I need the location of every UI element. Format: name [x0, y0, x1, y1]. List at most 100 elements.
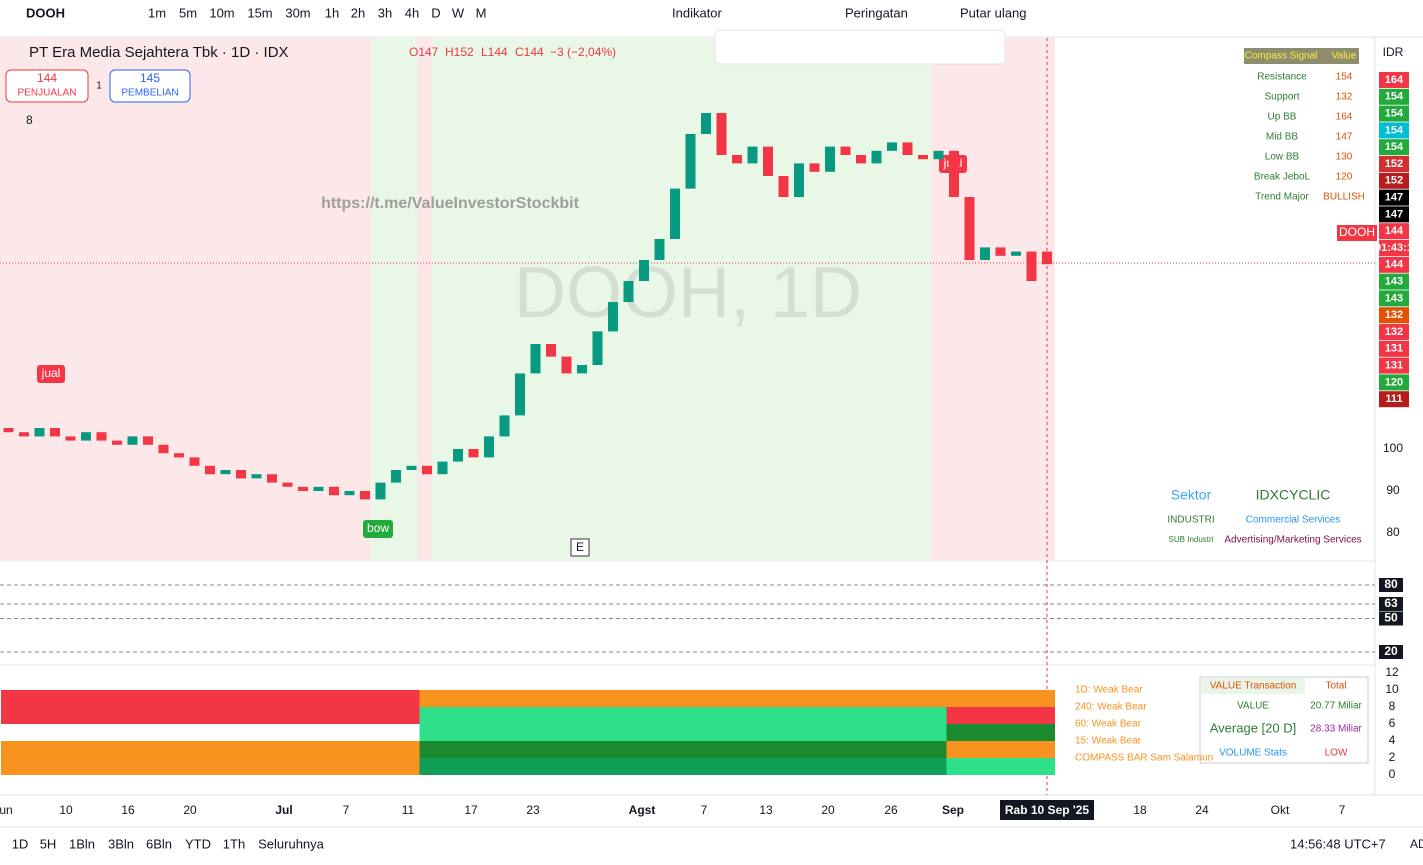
- heat-cell: [590, 724, 606, 741]
- range-button[interactable]: 1Th: [223, 836, 245, 851]
- sell-label[interactable]: PENJUALAN: [18, 88, 77, 99]
- heat-cell: [559, 707, 575, 724]
- range-button[interactable]: 3Bln: [108, 836, 134, 851]
- interval-button[interactable]: 10m: [209, 5, 234, 20]
- heat-cell: [1024, 707, 1040, 724]
- interval-button[interactable]: W: [452, 5, 465, 20]
- layer-count[interactable]: 8: [26, 113, 33, 127]
- range-button[interactable]: 1D: [12, 836, 29, 851]
- heat-tick: 6: [1389, 716, 1396, 730]
- heat-cell: [466, 758, 482, 775]
- currency[interactable]: IDR: [1383, 45, 1404, 59]
- sell-button[interactable]: [5, 69, 89, 103]
- signal-name: Mid BB: [1266, 132, 1299, 143]
- heat-cell: [156, 690, 172, 707]
- interval-button[interactable]: D: [431, 5, 440, 20]
- heat-cell: [528, 724, 544, 741]
- osc-tick: 63: [1384, 596, 1398, 610]
- heat-cell: [853, 690, 869, 707]
- earnings-text[interactable]: E: [576, 540, 584, 554]
- heat-cell: [977, 707, 993, 724]
- heat-cell: [760, 690, 776, 707]
- drawing-toolbar[interactable]: [714, 29, 1006, 65]
- heat-cell: [838, 707, 854, 724]
- symbol[interactable]: DOOH: [26, 5, 65, 20]
- candle-body: [1011, 251, 1021, 256]
- interval-button[interactable]: 30m: [285, 5, 310, 20]
- interval-button[interactable]: 2h: [351, 5, 365, 20]
- heat-cell: [807, 707, 823, 724]
- signal-header-text: Value: [1332, 51, 1357, 62]
- adjust-button[interactable]: AD: [1410, 837, 1423, 851]
- heat-cell: [559, 690, 575, 707]
- heat-cell: [388, 758, 404, 775]
- earnings-marker[interactable]: [570, 538, 590, 557]
- heat-cell: [404, 690, 420, 707]
- heat-cell: [683, 690, 699, 707]
- heat-cell: [202, 690, 218, 707]
- interval-button[interactable]: 5m: [179, 5, 197, 20]
- heat-tick: 2: [1389, 750, 1396, 764]
- interval-button[interactable]: 1h: [325, 5, 339, 20]
- price-tag: [1379, 324, 1409, 340]
- heat-cell: [156, 758, 172, 775]
- range-button[interactable]: Seluruhnya: [258, 836, 325, 851]
- interval-button[interactable]: 15m: [247, 5, 272, 20]
- candle-body: [34, 428, 45, 437]
- range-button[interactable]: 6Bln: [146, 836, 172, 851]
- date-label: 13: [759, 803, 773, 817]
- range-button[interactable]: YTD: [185, 836, 211, 851]
- replay-button[interactable]: Putar ulang: [960, 5, 1027, 20]
- buy-price[interactable]: 145: [140, 71, 160, 85]
- heat-cell: [171, 724, 187, 741]
- heat-cell: [233, 758, 249, 775]
- heat-cell: [574, 690, 590, 707]
- watermark: DOOH, 1D: [514, 253, 862, 333]
- candle-body: [205, 465, 215, 475]
- heat-cell: [47, 724, 63, 741]
- heat-cell: [187, 690, 203, 707]
- heat-cell: [497, 724, 513, 741]
- heat-cell: [915, 741, 931, 758]
- heat-cell: [822, 724, 838, 741]
- range-button[interactable]: 1Bln: [69, 836, 95, 851]
- interval-button[interactable]: 1m: [148, 5, 166, 20]
- heat-label: COMPASS BAR Sam Salamun: [1075, 753, 1213, 764]
- heat-cell: [32, 724, 48, 741]
- interval-button[interactable]: 3h: [378, 5, 392, 20]
- heat-cell: [466, 707, 482, 724]
- date-label: un: [0, 803, 13, 817]
- indicator-button[interactable]: Indikator: [672, 5, 723, 20]
- heat-cell: [869, 690, 885, 707]
- interval-button[interactable]: 4h: [405, 5, 419, 20]
- heat-cell: [962, 690, 978, 707]
- buy-label[interactable]: PEMBELIAN: [121, 88, 178, 99]
- sell-price[interactable]: 144: [37, 71, 57, 85]
- heat-cell: [993, 707, 1009, 724]
- date-label: Rab 10 Sep '25: [1005, 803, 1090, 817]
- heat-cell: [481, 690, 497, 707]
- range-button[interactable]: 5H: [40, 836, 57, 851]
- heat-cell: [574, 741, 590, 758]
- heat-cell: [729, 758, 745, 775]
- heat-cell: [1, 690, 17, 707]
- heat-cell: [760, 724, 776, 741]
- heat-cell: [853, 758, 869, 775]
- heat-cell: [574, 707, 590, 724]
- heat-cell: [884, 724, 900, 741]
- heat-cell: [1039, 741, 1055, 758]
- interval-button[interactable]: M: [476, 5, 487, 20]
- alert-button[interactable]: Peringatan: [845, 5, 908, 20]
- buy-button[interactable]: [109, 69, 191, 103]
- heat-cell: [745, 690, 761, 707]
- heat-cell: [760, 707, 776, 724]
- heat-cell: [528, 707, 544, 724]
- heat-cell: [590, 707, 606, 724]
- heat-cell: [900, 690, 916, 707]
- heat-cell: [218, 690, 234, 707]
- heat-cell: [977, 741, 993, 758]
- heat-tick: 8: [1389, 699, 1396, 713]
- heat-cell: [32, 690, 48, 707]
- heat-cell: [218, 707, 234, 724]
- heat-cell: [1024, 758, 1040, 775]
